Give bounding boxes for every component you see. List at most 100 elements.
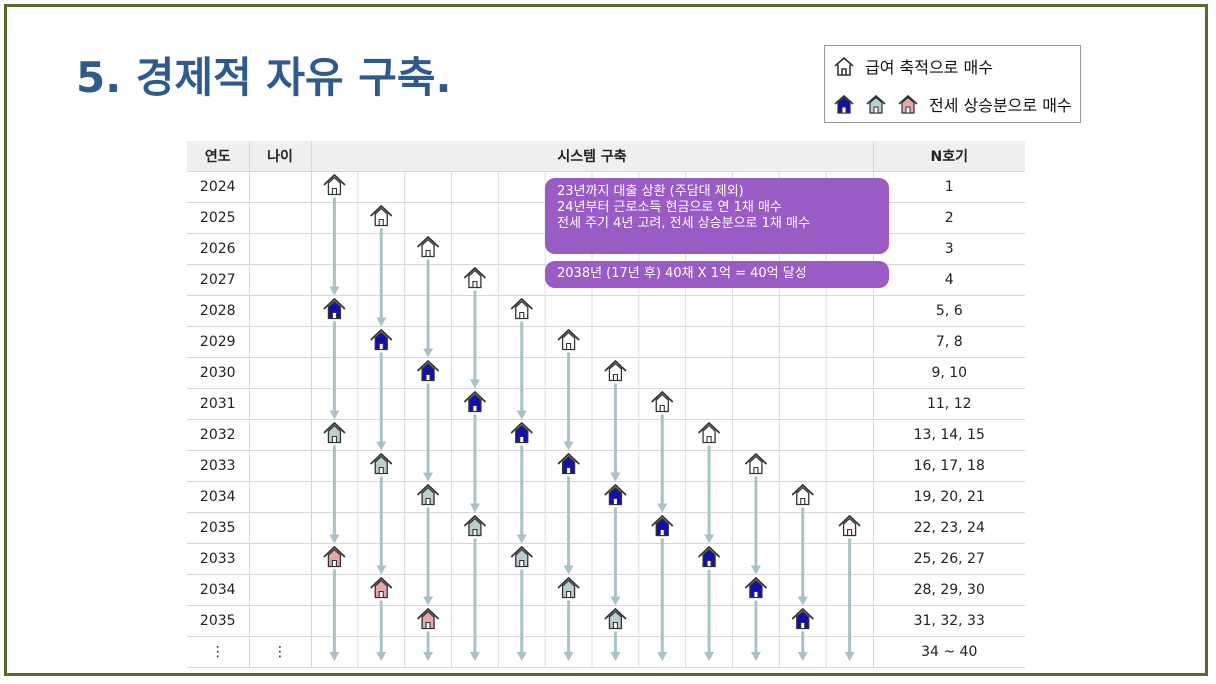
age-cell — [248, 512, 311, 544]
age-cell — [248, 171, 311, 203]
timeline-arrow — [516, 569, 527, 661]
house-blue-icon — [698, 546, 720, 568]
timeline-arrow — [469, 414, 480, 513]
house-gray-icon — [370, 453, 393, 475]
house-gray-icon — [510, 546, 533, 568]
legend-label-salary: 급여 축적으로 매수 — [865, 58, 993, 77]
year-cell: 2026 — [187, 233, 249, 265]
year-cell: ⋮ — [187, 636, 249, 668]
timeline-arrow — [797, 631, 808, 661]
timeline-arrow — [376, 352, 387, 451]
nho-cell: 28, 29, 30 — [872, 574, 1025, 606]
house-outline-icon — [745, 453, 767, 475]
age-cell — [248, 543, 311, 575]
house-outline-icon — [791, 484, 814, 506]
age-cell — [248, 605, 311, 637]
house-blue-icon — [510, 422, 533, 444]
house-blue-icon — [417, 360, 439, 382]
house-outline-icon — [323, 174, 346, 196]
timeline-arrow — [516, 445, 527, 544]
timeline-arrow — [469, 538, 480, 661]
nho-cell: 5, 6 — [872, 295, 1025, 327]
house-gray-icon — [604, 608, 627, 630]
house-blue-icon — [370, 329, 393, 351]
timeline-arrow — [610, 631, 621, 661]
house-outline-icon — [557, 329, 580, 351]
house-outline-icon — [698, 422, 720, 444]
house-blue-icon — [557, 453, 580, 475]
header-year: 연도 — [187, 141, 249, 172]
timeline-arrow — [423, 383, 434, 482]
year-cell: 2024 — [187, 171, 249, 203]
timeline-arrow — [610, 507, 621, 606]
timeline-arrow — [750, 476, 761, 575]
nho-cell: 31, 32, 33 — [872, 605, 1025, 637]
note-plan: 23년까지 대출 상환 (주담대 제외) 24년부터 근로소득 현금으로 연 1… — [545, 178, 889, 254]
house-gray-icon — [417, 484, 439, 506]
age-cell — [248, 233, 311, 265]
year-cell: 2034 — [187, 481, 249, 513]
house-pink-icon — [898, 94, 918, 114]
house-gray-icon — [323, 422, 346, 444]
timeline-arrow — [704, 445, 715, 544]
timeline-arrow — [423, 507, 434, 606]
age-cell — [248, 388, 311, 420]
note-plan-line-3: 전세 주기 4년 고려, 전세 상승분으로 1채 매수 — [557, 216, 810, 231]
slide-frame — [4, 4, 1208, 676]
note-plan-line-2: 24년부터 근로소득 현금으로 연 1채 매수 — [557, 200, 782, 215]
year-cell: 2028 — [187, 295, 249, 327]
age-cell — [248, 419, 311, 451]
nho-cell: 9, 10 — [872, 357, 1025, 389]
year-cell: 2031 — [187, 388, 249, 420]
house-outline-icon — [464, 267, 486, 289]
house-blue-icon — [791, 608, 814, 630]
house-outline-icon — [838, 515, 861, 537]
age-cell — [248, 481, 311, 513]
legend-label-rental: 전세 상승분으로 매수 — [929, 96, 1072, 115]
timeline-arrow — [657, 538, 668, 661]
timeline-arrow — [563, 352, 574, 451]
house-outline-icon — [510, 298, 533, 320]
timeline-arrow — [376, 476, 387, 575]
year-cell: 2034 — [187, 574, 249, 606]
nho-cell: 19, 20, 21 — [872, 481, 1025, 513]
house-blue-icon — [651, 515, 674, 537]
timeline-arrow — [563, 600, 574, 661]
house-blue-icon — [834, 94, 854, 114]
year-cell: 2033 — [187, 543, 249, 575]
house-outline-icon — [834, 56, 854, 76]
age-cell — [248, 450, 311, 482]
age-cell: ⋮ — [248, 636, 311, 668]
timeline-arrow — [376, 228, 387, 327]
nho-cell: 34 ~ 40 — [872, 636, 1025, 668]
age-cell — [248, 574, 311, 606]
age-cell — [248, 264, 311, 296]
nho-cell: 2 — [872, 202, 1025, 234]
year-cell: 2025 — [187, 202, 249, 234]
note-goal: 2038년 (17년 후) 40채 X 1억 = 40억 달성 — [545, 261, 889, 288]
year-cell: 2029 — [187, 326, 249, 358]
house-gray-icon — [557, 577, 580, 599]
note-plan-line-1: 23년까지 대출 상환 (주담대 제외) — [557, 184, 744, 199]
legend: 급여 축적으로 매수 전세 상승분으로 매수 — [824, 45, 1081, 123]
timeline-arrow — [704, 569, 715, 661]
timeline-arrow — [329, 569, 340, 661]
house-gray-icon — [464, 515, 486, 537]
page-title: 5. 경제적 자유 구축. — [76, 53, 452, 102]
house-pink-icon — [370, 577, 393, 599]
legend-row-rental: 전세 상승분으로 매수 — [833, 92, 1072, 116]
timeline-arrow — [329, 197, 340, 296]
house-outline-icon — [370, 205, 393, 227]
nho-cell: 11, 12 — [872, 388, 1025, 420]
house-pink-icon — [417, 608, 439, 630]
house-blue-icon — [323, 298, 346, 320]
timeline-arrow — [750, 600, 761, 661]
house-outline-icon — [604, 360, 627, 382]
house-outline-icon — [417, 236, 439, 258]
house-pink-icon — [323, 546, 346, 568]
timeline-arrow — [329, 445, 340, 544]
header-nho: N호기 — [872, 141, 1025, 172]
nho-cell: 22, 23, 24 — [872, 512, 1025, 544]
house-blue-icon — [604, 484, 627, 506]
